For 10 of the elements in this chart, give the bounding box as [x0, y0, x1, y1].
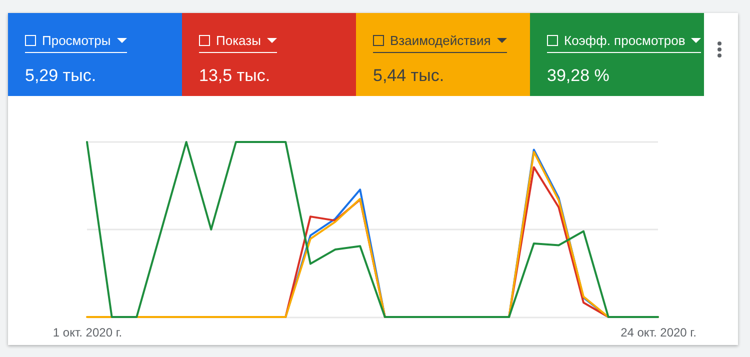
text: 39,28 %	[547, 66, 610, 86]
legend-label: Просмотры	[42, 33, 111, 48]
x-tick-label: 1 окт. 2020 г.	[52, 326, 122, 340]
legend-label: Взаимодействия	[390, 33, 491, 48]
legend-label: Коэфф. просмотров	[564, 33, 686, 48]
text: 13,5 тыс.	[199, 66, 272, 86]
x-tick-label: 24 окт. 2020 г.	[620, 326, 696, 340]
legend-label: Показы	[216, 33, 261, 48]
text: 5,44 тыс.	[373, 66, 446, 86]
text: 5,29 тыс.	[25, 66, 98, 86]
